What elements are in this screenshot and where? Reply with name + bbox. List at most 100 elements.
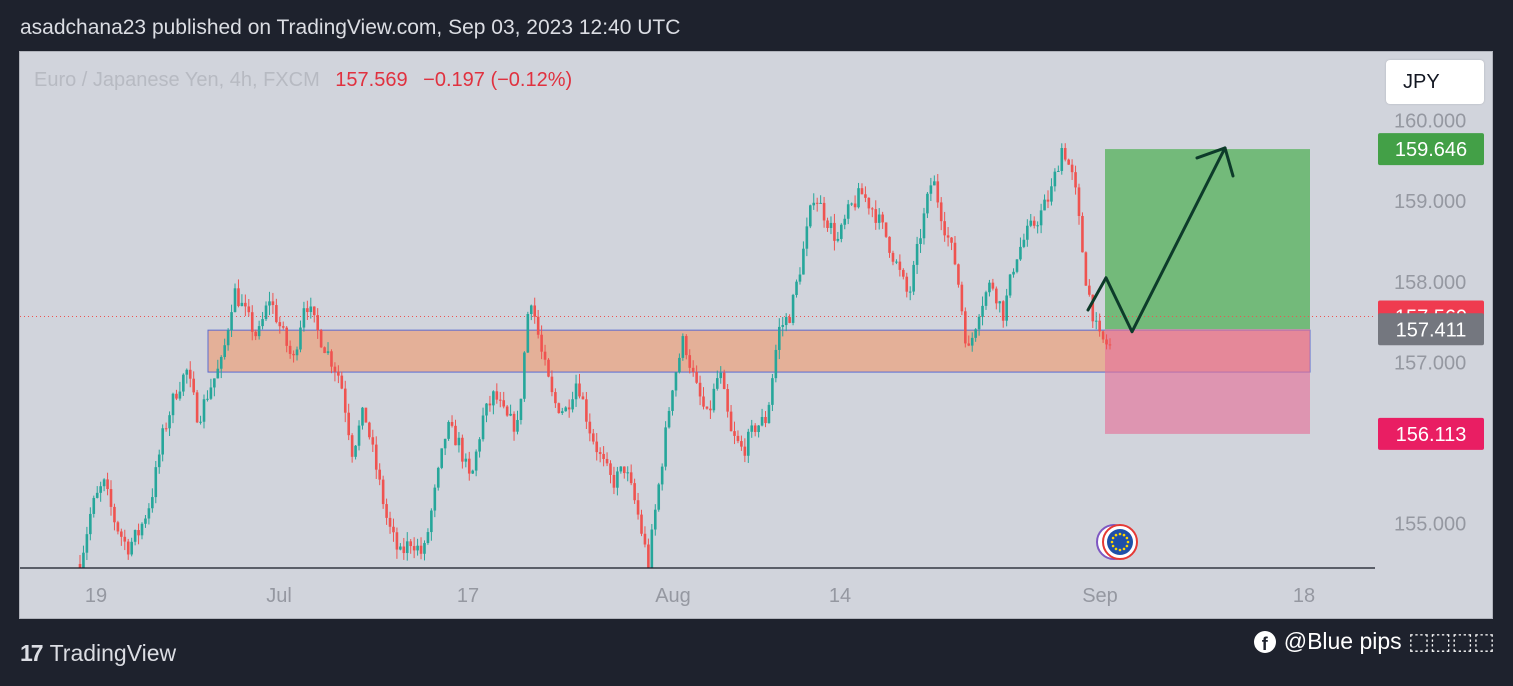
candle-body xyxy=(798,274,802,282)
currency-button[interactable]: JPY xyxy=(1386,60,1484,104)
y-tick-label: 155.000 xyxy=(1394,514,1466,536)
candle-body xyxy=(881,214,884,223)
candle-body xyxy=(433,487,437,511)
candle-body xyxy=(278,322,282,327)
candle-body xyxy=(560,411,564,414)
candle-body xyxy=(760,416,764,426)
candle-body xyxy=(237,288,240,307)
x-tick-label: 18 xyxy=(1293,585,1315,607)
candle-body xyxy=(602,453,605,459)
candle-body xyxy=(915,243,919,265)
chart-panel[interactable]: 160.000 159.000 158.000 157.000 155.000 19 Jul… xyxy=(19,51,1493,619)
candle-body xyxy=(929,185,933,194)
candle-body xyxy=(946,235,950,238)
tradingview-brand[interactable]: 17 TradingView xyxy=(20,640,176,667)
candle-body xyxy=(540,334,543,352)
candle-body xyxy=(660,466,664,485)
candle-body xyxy=(691,367,695,373)
candle-body xyxy=(853,203,857,208)
candle-body xyxy=(106,479,109,490)
candle-body xyxy=(120,531,123,537)
candle-body xyxy=(884,222,888,237)
candle-body xyxy=(478,439,481,452)
candle-body xyxy=(89,513,92,535)
candle-body xyxy=(516,419,519,432)
credit-text: @Blue pips ⬚⬚⬚⬚ xyxy=(1283,628,1495,654)
candle-body xyxy=(254,331,257,337)
candle-body xyxy=(147,508,151,519)
candle-body xyxy=(629,472,633,484)
candle-body xyxy=(306,308,309,313)
candle-body xyxy=(116,522,120,532)
candle-body xyxy=(126,541,130,555)
candle-body xyxy=(361,407,364,426)
tradingview-logo-icon: 17 xyxy=(20,640,44,666)
candle-body xyxy=(471,470,475,474)
candle-body xyxy=(574,383,578,400)
candle-body xyxy=(264,305,268,320)
candle-body xyxy=(722,372,726,390)
candle-body xyxy=(967,343,971,346)
candle-body xyxy=(1060,148,1064,171)
candle-body xyxy=(467,458,471,474)
candle-body xyxy=(729,411,733,432)
candle-body xyxy=(416,545,419,551)
candle-body xyxy=(822,202,826,221)
candlestick-chart[interactable]: 160.000 159.000 158.000 157.000 155.000 19 Jul… xyxy=(20,52,1492,618)
candle-body xyxy=(547,359,550,377)
candle-body xyxy=(392,526,395,533)
candle-body xyxy=(653,509,657,530)
candle-body xyxy=(182,374,185,392)
candle-body xyxy=(1026,225,1029,240)
candle-body xyxy=(188,369,192,379)
candle-body xyxy=(753,425,757,433)
candle-body xyxy=(912,264,915,292)
candle-body xyxy=(1050,186,1053,202)
candle-body xyxy=(684,336,688,356)
eu-star xyxy=(1114,533,1118,537)
candle-body xyxy=(826,220,829,228)
candle-body xyxy=(450,422,454,426)
candle-body xyxy=(340,375,344,389)
candle-body xyxy=(423,543,426,554)
candle-body xyxy=(939,202,943,222)
candle-body xyxy=(312,306,316,316)
candle-body xyxy=(840,224,843,239)
eu-star xyxy=(1114,547,1118,551)
candle-body xyxy=(436,467,440,488)
candle-body xyxy=(374,444,378,470)
candle-body xyxy=(877,214,881,223)
candle-body xyxy=(1001,301,1005,321)
candle-body xyxy=(953,242,957,265)
candle-body xyxy=(371,437,375,445)
eu-star xyxy=(1111,544,1115,548)
candle-body xyxy=(578,383,581,397)
candle-body xyxy=(498,399,502,401)
candle-body xyxy=(1088,285,1091,295)
candle-body xyxy=(791,294,795,323)
candle-body xyxy=(733,431,736,436)
candle-body xyxy=(743,446,747,456)
candle-body xyxy=(674,372,678,391)
candle-body xyxy=(812,202,816,206)
candle-body xyxy=(809,205,812,227)
candle-body xyxy=(399,546,402,550)
candle-body xyxy=(281,326,285,328)
candle-body xyxy=(426,532,430,544)
candle-body xyxy=(774,349,778,379)
candle-body xyxy=(1019,246,1022,260)
candle-body xyxy=(157,454,161,468)
candle-body xyxy=(1046,199,1050,202)
candle-body xyxy=(195,392,199,423)
projection-arrow xyxy=(1086,146,1227,334)
x-tick-label: Sep xyxy=(1082,585,1118,607)
candle-body xyxy=(943,221,946,236)
candle-body xyxy=(302,308,306,328)
candle-body xyxy=(1074,172,1077,188)
candle-body xyxy=(695,372,698,383)
candle-body xyxy=(874,209,878,223)
candle-body xyxy=(860,188,864,195)
candle-body xyxy=(771,378,774,405)
candle-body xyxy=(405,541,409,554)
candle-body xyxy=(784,317,788,326)
